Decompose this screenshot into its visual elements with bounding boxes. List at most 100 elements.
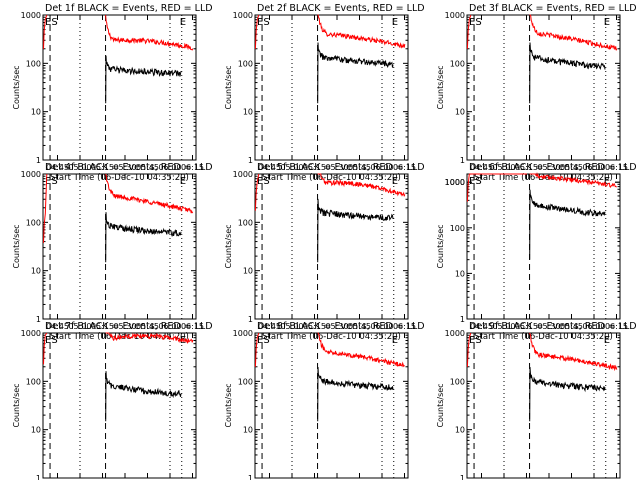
plot-frame	[254, 173, 409, 320]
panel-title: Det 1f BLACK = Events, RED = LLD	[45, 3, 213, 14]
panel-title: Det 5f BLACK = Events, RED = LLD	[257, 162, 425, 173]
panel-det-5: Det 5f BLACK = Events, RED = LLD 1 10 100 10…	[224, 162, 425, 342]
x-axis-label: Start Time (06-Dec-10 04:35:20)	[474, 332, 613, 342]
marker-label: E	[392, 335, 398, 346]
marker-label: E	[604, 335, 610, 346]
x-tick-label: 05:00	[280, 322, 303, 331]
y-tick-label: 10	[31, 426, 41, 435]
events-series-line	[105, 212, 182, 263]
y-tick-label: 1000	[445, 11, 465, 20]
x-tick-label: 06:15	[393, 163, 416, 172]
x-axis-label: Start Time (06-Dec-10 04:35:20)	[262, 173, 401, 183]
x-tick-label: 05:15	[303, 163, 326, 172]
events-series-line	[529, 189, 606, 260]
x-tick-label: 05:30	[325, 163, 348, 172]
x-tick-label: 05:15	[91, 322, 114, 331]
y-tick-label: 100	[450, 224, 465, 233]
x-tick-label: 05:30	[113, 163, 136, 172]
y-tick-label: 1000	[21, 170, 41, 179]
y-tick-label: 1	[248, 156, 253, 165]
x-tick-label: 05:15	[303, 322, 326, 331]
panel-title: Det 4f BLACK = Events, RED = LLD	[45, 162, 213, 173]
y-tick-label: 1	[248, 315, 253, 324]
x-tick-label: 05:30	[537, 163, 560, 172]
x-tick-label: 06:15	[605, 322, 628, 331]
x-tick-label: 06:15	[181, 163, 204, 172]
panel-det-7: Det 7f BLACK = Events, RED = LLD 1 10 100 10…	[12, 321, 213, 480]
x-tick-label: 05:00	[492, 322, 515, 331]
x-tick-label: 05:15	[515, 163, 538, 172]
lld-series-line	[105, 173, 194, 214]
x-tick-label: 06:00	[582, 163, 605, 172]
panel-title: Det 3f BLACK = Events, RED = LLD	[469, 3, 637, 14]
events-series-line	[105, 55, 182, 104]
x-tick-label: 05:45	[348, 322, 371, 331]
y-tick-label: 10	[31, 108, 41, 117]
events-series-line	[529, 366, 606, 422]
y-axis-label: Counts/sec	[12, 65, 21, 109]
x-tick-label: 04:45	[258, 163, 281, 172]
x-tick-label: 05:45	[560, 163, 583, 172]
y-tick-label: 1000	[445, 329, 465, 338]
panel-title: Det 2f BLACK = Events, RED = LLD	[257, 3, 425, 14]
y-tick-label: 100	[26, 218, 41, 227]
x-tick-label: 05:15	[515, 322, 538, 331]
y-axis-label: Counts/sec	[436, 224, 445, 268]
lld-series-line	[254, 173, 260, 211]
lld-series-line	[43, 173, 48, 243]
x-tick-label: 05:00	[68, 322, 91, 331]
panel-det-8: Det 8f BLACK = Events, RED = LLD 1 10 100 10…	[224, 321, 425, 480]
x-tick-label: 05:30	[537, 322, 560, 331]
y-axis-label: Counts/sec	[436, 383, 445, 427]
x-tick-label: 06:00	[158, 322, 181, 331]
y-tick-label: 1000	[233, 329, 253, 338]
x-tick-label: 05:30	[113, 322, 136, 331]
x-axis-label: Start Time (06-Dec-10 04:35:20)	[262, 332, 401, 342]
marker-label: E	[392, 17, 398, 28]
plot-frame	[42, 173, 197, 320]
lld-series-line	[254, 332, 260, 367]
marker-label: ES	[257, 335, 270, 346]
y-tick-label: 100	[26, 377, 41, 386]
marker-label: E	[392, 176, 398, 187]
lld-series-line	[466, 332, 472, 367]
x-tick-label: 05:00	[280, 163, 303, 172]
panel-det-1: Det 1f BLACK = Events, RED = LLD 1 10 100 10…	[12, 3, 213, 183]
x-tick-label: 04:45	[470, 163, 493, 172]
lld-series-line	[105, 332, 194, 344]
x-tick-label: 06:00	[370, 163, 393, 172]
marker-label: E	[180, 176, 186, 187]
lld-series-line	[466, 173, 527, 202]
x-tick-label: 04:45	[46, 322, 69, 331]
marker-label: ES	[45, 335, 58, 346]
y-tick-label: 1	[36, 315, 41, 324]
plot-frame	[254, 332, 409, 479]
y-tick-label: 1	[460, 315, 465, 324]
panel-title: Det 6f BLACK = Events, RED = LLD	[469, 162, 637, 173]
x-tick-label: 05:15	[91, 163, 114, 172]
events-series-line	[105, 371, 182, 422]
y-tick-label: 100	[450, 59, 465, 68]
marker-label: ES	[257, 176, 270, 187]
y-tick-label: 10	[455, 108, 465, 117]
lld-series-line	[254, 14, 260, 49]
y-tick-label: 100	[238, 59, 253, 68]
y-tick-label: 100	[450, 377, 465, 386]
marker-label: ES	[45, 176, 58, 187]
y-tick-label: 10	[243, 426, 253, 435]
y-tick-label: 10	[243, 267, 253, 276]
x-tick-label: 05:00	[68, 163, 91, 172]
y-tick-label: 1	[36, 156, 41, 165]
x-tick-label: 06:15	[605, 163, 628, 172]
x-tick-label: 05:45	[136, 163, 159, 172]
x-tick-label: 04:45	[46, 163, 69, 172]
y-tick-label: 100	[26, 59, 41, 68]
x-tick-label: 05:45	[136, 322, 159, 331]
y-axis-label: Counts/sec	[224, 224, 233, 268]
x-tick-label: 05:30	[325, 322, 348, 331]
lld-series-line	[317, 173, 406, 197]
y-tick-label: 10	[455, 426, 465, 435]
y-axis-label: Counts/sec	[436, 65, 445, 109]
lld-series-line	[466, 14, 472, 49]
